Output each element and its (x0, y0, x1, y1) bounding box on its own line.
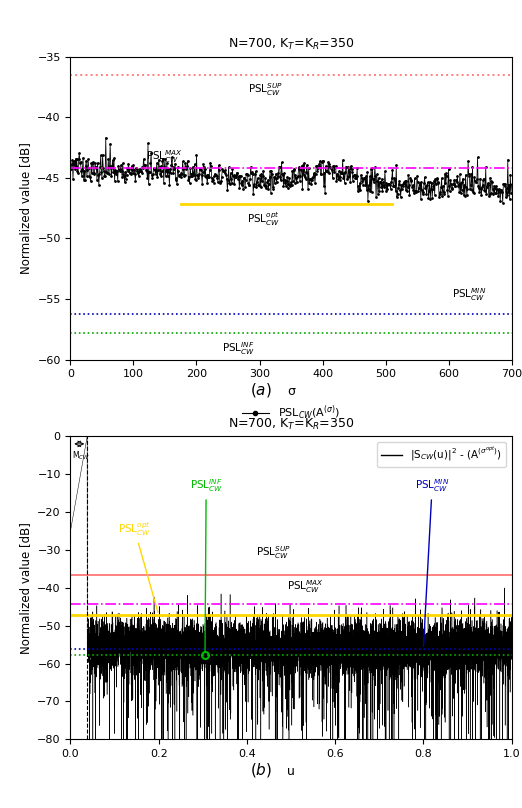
Text: PSL$_{CW}^{MIN}$: PSL$_{CW}^{MIN}$ (415, 478, 449, 646)
Text: $(a)$: $(a)$ (250, 381, 272, 399)
Title: N=700, K$_T$=K$_R$=350: N=700, K$_T$=K$_R$=350 (228, 37, 354, 53)
Text: PSL$_{CW}^{INF}$: PSL$_{CW}^{INF}$ (222, 340, 255, 357)
Text: PSL$_{CW}^{SUP}$: PSL$_{CW}^{SUP}$ (248, 81, 283, 98)
Text: PSL$_{CW}^{INF}$: PSL$_{CW}^{INF}$ (189, 478, 223, 653)
Legend: PSL$_{CW}$(A$^{(σ)}$): PSL$_{CW}$(A$^{(σ)}$) (237, 400, 345, 427)
Text: PSL$_{CW}^{MAX}$: PSL$_{CW}^{MAX}$ (146, 148, 183, 165)
X-axis label: σ: σ (287, 385, 295, 398)
Legend: |S$_{CW}$(u)|$^2$ - (A$^{(σ^{opt})}$): |S$_{CW}$(u)|$^2$ - (A$^{(σ^{opt})}$) (377, 441, 506, 467)
Text: M$_{CW}$: M$_{CW}$ (72, 449, 90, 462)
Y-axis label: Normalized value [dB]: Normalized value [dB] (19, 142, 32, 274)
Text: PSL$_{CW}^{opt}$: PSL$_{CW}^{opt}$ (118, 520, 158, 612)
Text: PSL$_{CW}^{SUP}$: PSL$_{CW}^{SUP}$ (256, 544, 291, 561)
X-axis label: u: u (287, 764, 295, 777)
Text: $(b)$: $(b)$ (250, 760, 272, 779)
Text: PSL$_{CW}^{MAX}$: PSL$_{CW}^{MAX}$ (287, 578, 324, 595)
Text: PSL$_{CW}^{MIN}$: PSL$_{CW}^{MIN}$ (452, 286, 486, 303)
Y-axis label: Normalized value [dB]: Normalized value [dB] (19, 522, 32, 654)
Text: PSL$_{CW}^{opt}$: PSL$_{CW}^{opt}$ (247, 210, 280, 228)
Title: N=700, K$_T$=K$_R$=350: N=700, K$_T$=K$_R$=350 (228, 417, 354, 432)
